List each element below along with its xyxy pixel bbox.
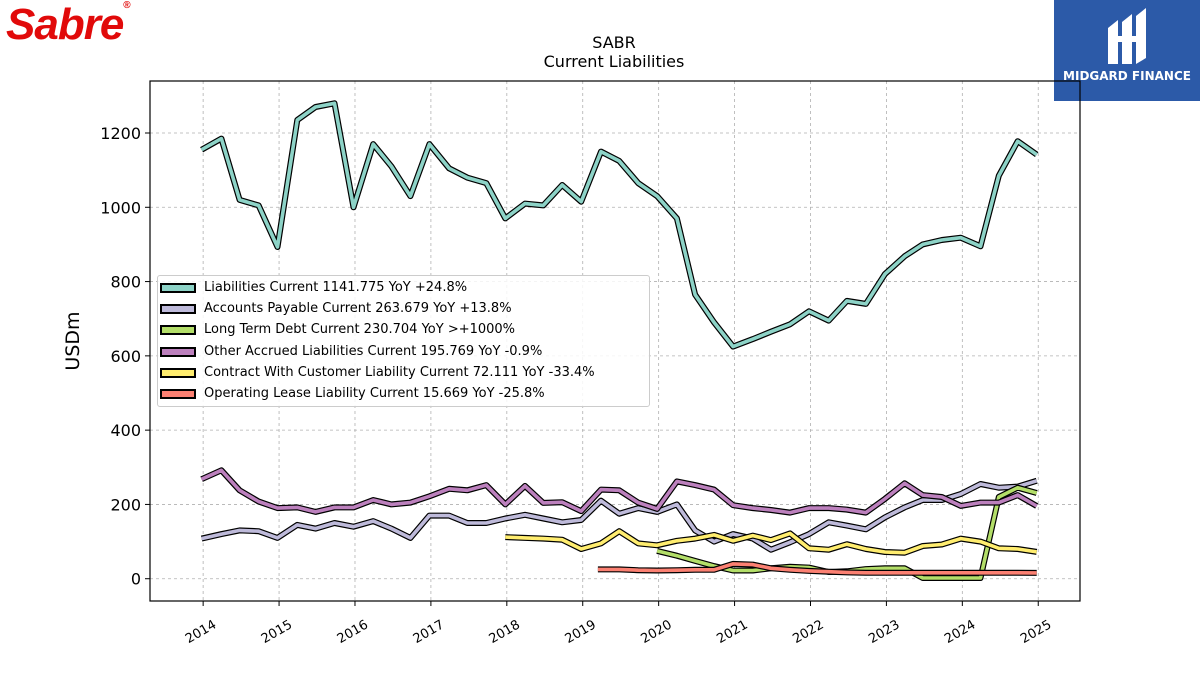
registered-mark: ® [123, 0, 130, 11]
series-other-accrued-liabilities-current [200, 467, 1039, 516]
publisher-emblem-icon [1108, 8, 1146, 64]
legend-label: Operating Lease Liability Current 15.669… [204, 385, 545, 401]
x-tick-label: 2021 [714, 617, 750, 647]
y-tick-label: 800 [110, 273, 141, 292]
y-tick-label: 0 [131, 570, 141, 589]
legend-item: Operating Lease Liability Current 15.669… [158, 385, 649, 406]
series-line [597, 562, 1037, 575]
chart-title: SABR [592, 33, 636, 52]
legend-swatch [160, 367, 196, 378]
series-line [200, 101, 1038, 349]
series-line [505, 529, 1037, 555]
x-tick-label: 2022 [790, 617, 826, 647]
legend-label: Other Accrued Liabilities Current 195.76… [204, 343, 543, 359]
chart-subtitle: Current Liabilities [543, 52, 685, 71]
legend-swatch [160, 388, 196, 399]
x-tick-label: 2025 [1018, 617, 1054, 647]
plot-frame [149, 80, 1081, 602]
x-tick-label: 2015 [259, 617, 295, 647]
x-tick-label: 2018 [487, 617, 523, 647]
series-contract-with-customer-liability-current [505, 528, 1038, 556]
y-tick-label: 400 [110, 421, 141, 440]
legend-label: Accounts Payable Current 263.679 YoY +13… [204, 301, 512, 317]
x-tick-label: 2020 [638, 617, 674, 647]
y-tick-label: 1200 [100, 124, 141, 143]
x-tick-label: 2014 [183, 617, 219, 647]
company-logo: Sabre® [6, 0, 131, 50]
y-tick-label: 200 [110, 495, 141, 514]
legend-swatch [160, 304, 196, 315]
chart-legend: Liabilities Current 1141.775 YoY +24.8% A… [157, 275, 650, 407]
y-tick-label: 1000 [100, 198, 141, 217]
legend-swatch [160, 346, 196, 357]
legend-swatch [160, 283, 196, 293]
y-axis-label: USDm [62, 311, 84, 370]
series-line [200, 468, 1038, 515]
legend-item: Accounts Payable Current 263.679 YoY +13… [158, 300, 649, 321]
publisher-logo: MIDGARD FINANCE [1054, 0, 1200, 101]
series-liabilities-current [200, 100, 1039, 350]
series-accounts-payable-current [200, 477, 1038, 553]
legend-label: Contract With Customer Liability Current… [204, 364, 595, 380]
legend-label: Long Term Debt Current 230.704 YoY >+100… [204, 322, 516, 338]
x-tick-label: 2017 [411, 617, 447, 647]
series-lines [200, 100, 1039, 581]
x-tick-label: 2019 [563, 617, 599, 647]
x-tick-label: 2024 [942, 617, 978, 647]
x-tick-label: 2023 [866, 617, 902, 647]
series-line [201, 479, 1038, 552]
series-operating-lease-liability-current [597, 560, 1037, 576]
company-logo-text: Sabre [6, 0, 124, 49]
legend-item: Other Accrued Liabilities Current 195.76… [158, 343, 649, 364]
y-tick-label: 600 [110, 347, 141, 366]
x-tick-label: 2016 [335, 617, 371, 647]
legend-swatch [160, 325, 196, 336]
legend-label: Liabilities Current 1141.775 YoY +24.8% [204, 280, 468, 295]
legend-item: Liabilities Current 1141.775 YoY +24.8% [158, 279, 649, 300]
legend-item: Contract With Customer Liability Current… [158, 364, 649, 385]
publisher-name: MIDGARD FINANCE [1063, 69, 1191, 83]
legend-item: Long Term Debt Current 230.704 YoY >+100… [158, 321, 649, 342]
